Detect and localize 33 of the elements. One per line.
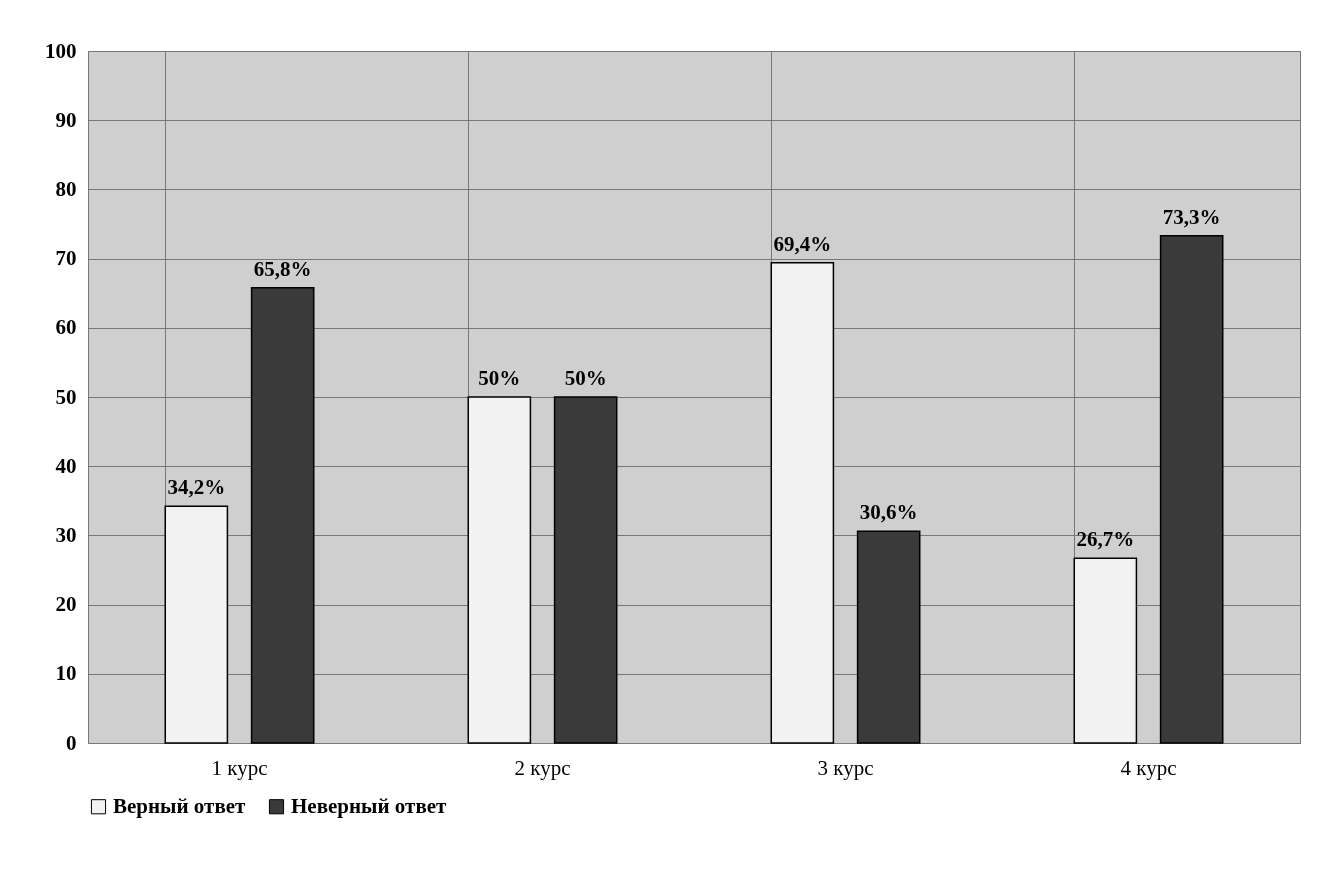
x-tick-label: 3 курс [817,755,874,780]
x-tick-label: 1 курс [211,755,268,780]
data-label: 30,6% [859,500,918,525]
y-tick-label: 30 [55,522,77,547]
bar [1073,557,1138,744]
y-tick-label: 0 [66,730,77,755]
legend-label: Верный ответ [113,793,247,818]
y-tick-label: 90 [55,107,77,132]
bar [856,530,921,744]
data-label: 50% [478,366,521,390]
y-tick-label: 50 [55,384,77,409]
data-label: 73,3% [1162,204,1221,229]
y-tick-label: 60 [55,315,77,340]
data-label: 50% [564,366,607,390]
data-label: 69,4% [773,231,832,256]
bar [553,396,618,744]
data-label: 65,8% [253,256,312,281]
bar [164,505,229,744]
y-tick-label: 20 [55,592,77,617]
bar [250,286,315,744]
y-tick-label: 70 [55,246,77,271]
x-tick-label: 4 курс [1120,755,1177,780]
bar [467,396,532,744]
y-tick-label: 40 [55,453,77,478]
x-tick-label: 2 курс [514,755,571,780]
y-tick-label: 10 [55,661,77,686]
y-tick-label: 100 [45,38,77,63]
legend-label: Неверный ответ [291,793,448,818]
bar [1159,235,1224,744]
bar [770,262,835,744]
data-label: 34,2% [167,475,226,500]
data-label: 26,7% [1076,527,1135,552]
y-tick-label: 80 [55,176,77,201]
